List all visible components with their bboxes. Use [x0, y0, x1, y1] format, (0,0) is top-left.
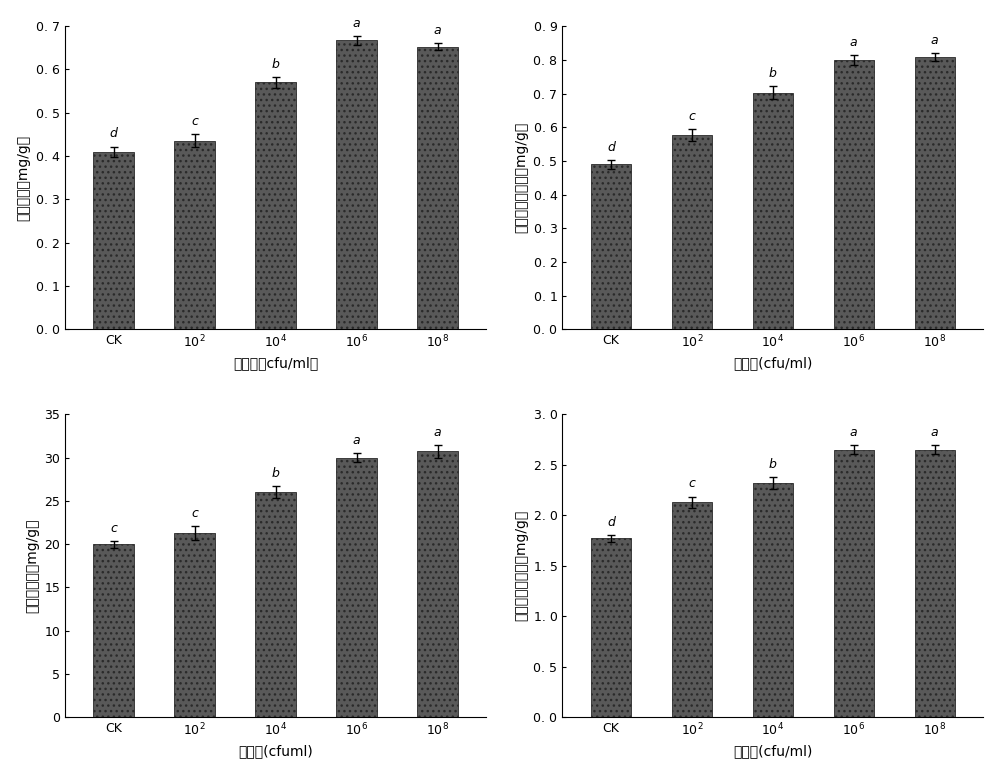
Bar [915, 57, 955, 329]
Text: b: b [769, 458, 777, 470]
Y-axis label: 碷生磷酸酶活性（mg/g）: 碷生磷酸酶活性（mg/g） [514, 122, 528, 233]
Text: c: c [191, 115, 198, 129]
X-axis label: 菌浓度（cfu/ml）: 菌浓度（cfu/ml） [233, 356, 318, 370]
Bar [255, 82, 296, 329]
Text: d: d [607, 141, 615, 153]
Text: a: a [434, 23, 441, 36]
Y-axis label: 过氧化氢酶活性（mg/g）: 过氧化氢酶活性（mg/g） [514, 510, 528, 622]
Bar [672, 135, 712, 329]
Bar [834, 60, 874, 329]
Y-axis label: 蔗糖酶活性（mg/g）: 蔗糖酶活性（mg/g） [25, 518, 39, 613]
Bar [174, 533, 215, 718]
Text: a: a [850, 36, 858, 49]
Bar [753, 92, 793, 329]
Bar [834, 449, 874, 718]
Text: c: c [110, 522, 117, 535]
Text: a: a [434, 426, 441, 439]
Text: d: d [110, 128, 118, 140]
Bar [255, 492, 296, 718]
X-axis label: 菌浓度(cfu/ml): 菌浓度(cfu/ml) [733, 356, 813, 370]
Bar [672, 502, 712, 718]
Bar [417, 46, 458, 329]
Text: b: b [769, 67, 777, 80]
Text: b: b [272, 58, 280, 71]
Bar [591, 164, 631, 329]
Text: a: a [931, 34, 939, 47]
Bar [915, 449, 955, 718]
Text: c: c [688, 477, 695, 491]
Bar [336, 40, 377, 329]
Text: a: a [931, 426, 939, 439]
X-axis label: 菌浓度(cfuml): 菌浓度(cfuml) [238, 744, 313, 758]
Text: a: a [353, 434, 360, 447]
Bar [336, 457, 377, 718]
Text: c: c [191, 507, 198, 520]
Text: a: a [850, 426, 858, 439]
Bar [93, 152, 134, 329]
Bar [417, 452, 458, 718]
Bar [753, 483, 793, 718]
Text: b: b [272, 467, 280, 480]
Bar [93, 544, 134, 718]
X-axis label: 菌浓度(cfu/ml): 菌浓度(cfu/ml) [733, 744, 813, 758]
Bar [174, 141, 215, 329]
Text: a: a [353, 17, 360, 30]
Text: c: c [688, 109, 695, 122]
Text: d: d [607, 516, 615, 529]
Bar [591, 539, 631, 718]
Y-axis label: 脂酶活性（mg/g）: 脂酶活性（mg/g） [17, 135, 31, 221]
